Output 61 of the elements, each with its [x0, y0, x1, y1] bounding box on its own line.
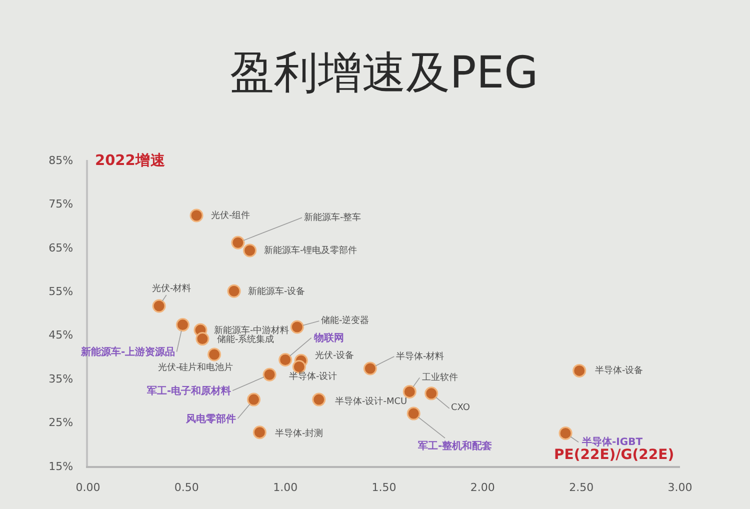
data-label: 军工-电子和原材料 [147, 385, 232, 397]
point [402, 384, 416, 398]
data-label: 半导体-设计 [289, 371, 338, 382]
data-label: 光伏-硅片和电池片 [158, 362, 234, 373]
y-tick-label: 85% [48, 154, 74, 167]
point [558, 426, 572, 440]
data-label: 新能源车-整车 [304, 212, 362, 223]
y-tick-label: 25% [48, 416, 74, 430]
x-tick-label: 0.00 [76, 480, 100, 494]
data-label: 新能源车-中游材料 [214, 325, 290, 336]
x-axis-title: PE(22E)/G(22E) [554, 447, 674, 463]
point [227, 284, 241, 298]
data-label: 储能-逆变器 [321, 315, 370, 326]
point [252, 426, 266, 440]
x-tick-label: 1.00 [273, 480, 298, 494]
point [247, 392, 261, 406]
y-tick-label: 35% [48, 372, 74, 386]
point [572, 364, 586, 378]
data-label: 储能-系统集成 [217, 334, 274, 345]
point [190, 208, 204, 222]
x-tick-label: 2.50 [569, 480, 594, 494]
point [208, 348, 222, 362]
data-label: 新能源车-锂电及零部件 [264, 245, 358, 256]
y-tick-label: 75% [48, 198, 74, 211]
data-label: 新能源车-设备 [248, 286, 306, 297]
point [243, 244, 257, 258]
y-tick-label: 15% [48, 460, 74, 473]
point [278, 353, 292, 367]
data-label: 半导体-设备 [595, 365, 644, 376]
x-tick-label: 3.00 [668, 480, 692, 494]
y-axis-title: 2022增速 [95, 152, 166, 169]
point [231, 236, 245, 250]
data-label: CXO [451, 403, 470, 413]
data-label: 风电零部件 [185, 413, 236, 425]
y-tick-label: 65% [48, 241, 74, 254]
point [312, 392, 326, 406]
point [176, 318, 190, 332]
x-tick-label: 1.50 [372, 480, 396, 494]
y-tick-label: 55% [48, 284, 74, 298]
point [424, 386, 438, 400]
point [406, 406, 420, 420]
point [196, 332, 210, 346]
point [262, 368, 276, 382]
data-label: 军工-整机和配套 [418, 440, 492, 452]
data-label: 半导体-材料 [396, 351, 444, 362]
data-label: 光伏-组件 [211, 210, 250, 221]
data-label: 半导体-封测 [275, 428, 324, 439]
data-label: 光伏-材料 [152, 283, 192, 294]
point [290, 320, 304, 334]
chart-title: 盈利增速及PEG [230, 47, 538, 98]
data-label: 物联网 [313, 332, 344, 344]
data-label: 半导体-设计-MCU [335, 396, 408, 407]
x-tick-label: 2.00 [470, 480, 495, 494]
data-label: 新能源车-上游资源品 [80, 346, 176, 358]
data-label: 半导体-IGBT [581, 436, 643, 448]
point [152, 299, 166, 313]
data-label: 光伏-设备 [315, 350, 354, 361]
point [363, 362, 377, 376]
y-tick-label: 45% [48, 328, 74, 342]
data-label: 工业软件 [422, 372, 458, 383]
x-tick-label: 0.50 [174, 480, 199, 494]
